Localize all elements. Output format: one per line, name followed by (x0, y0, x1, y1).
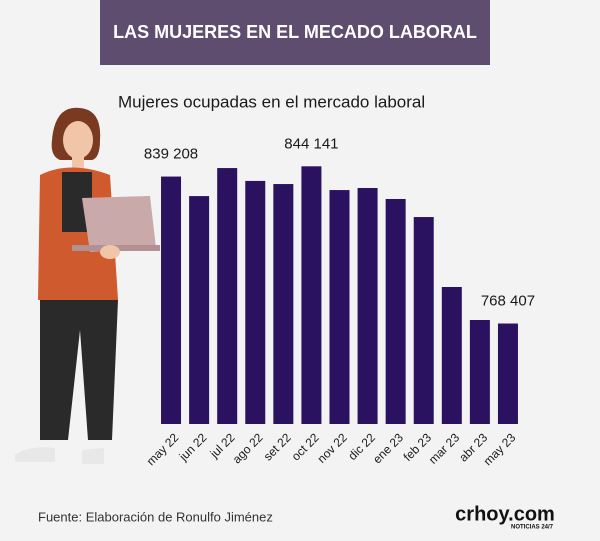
bar (413, 217, 434, 424)
bar (385, 198, 406, 424)
logo-tagline: NOTICIAS 24/7 (511, 525, 554, 531)
value-label: 839 208 (144, 146, 198, 163)
bar (301, 166, 322, 424)
bar (497, 323, 518, 424)
bar (245, 180, 266, 424)
illustration (15, 107, 160, 464)
bar (441, 287, 462, 424)
bar (217, 168, 238, 424)
bar (329, 190, 350, 424)
bar (161, 176, 182, 424)
bar (189, 196, 210, 424)
logo: crhoy.com (455, 503, 555, 525)
bar (469, 320, 490, 424)
header-box (100, 0, 490, 65)
value-label: 768 407 (481, 292, 535, 309)
chart-title: Mujeres ocupadas en el mercado laboral (118, 92, 425, 111)
value-label: 844 141 (284, 135, 338, 152)
source: Fuente: Elaboración de Ronulfo Jiménez (38, 509, 273, 524)
header: LAS MUJERES EN EL MECADO LABORAL (113, 22, 477, 42)
bar (357, 187, 378, 424)
bar (273, 184, 294, 424)
